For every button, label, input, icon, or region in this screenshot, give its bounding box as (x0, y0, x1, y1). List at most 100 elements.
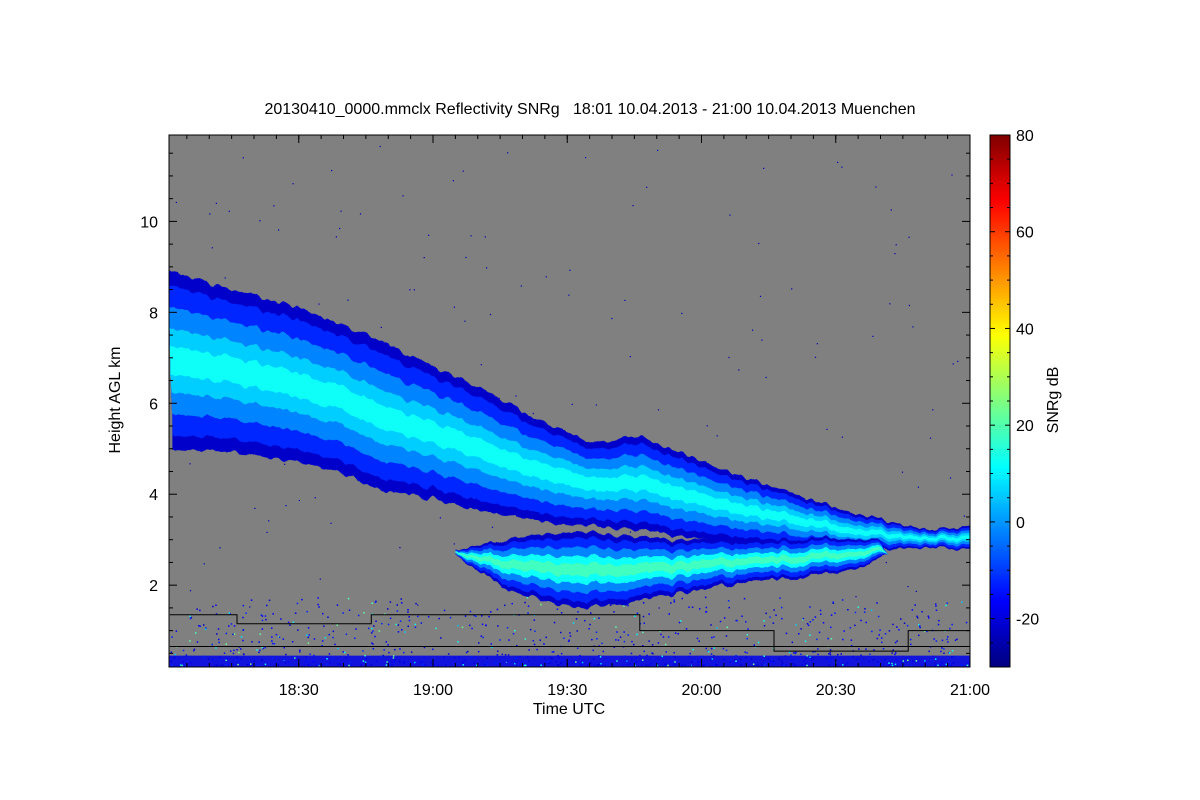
clutter-speck (670, 602, 672, 604)
clutter-speck (422, 663, 424, 666)
clutter-speck (433, 663, 435, 666)
clutter-speck (240, 636, 243, 638)
clutter-speck (928, 617, 930, 619)
clutter-speck (198, 625, 200, 627)
clutter-speck (950, 664, 953, 667)
clutter-speck (924, 660, 926, 662)
sky-speck (568, 294, 570, 296)
clutter-speck (588, 628, 590, 630)
clutter-speck (965, 621, 968, 624)
clutter-speck (242, 629, 245, 631)
clutter-speck (881, 641, 883, 644)
clutter-speck (794, 652, 797, 655)
clutter-speck (540, 603, 542, 606)
clutter-speck (388, 651, 390, 654)
sky-speck (417, 604, 419, 606)
sky-speck (952, 363, 954, 365)
sky-speck (189, 463, 191, 465)
clutter-speck (422, 664, 424, 666)
clutter-speck (710, 658, 712, 661)
clutter-speck (572, 622, 575, 624)
clutter-speck (837, 653, 839, 656)
clutter-speck (735, 619, 737, 622)
clutter-speck (506, 661, 508, 663)
clutter-speck (840, 653, 842, 655)
clutter-speck (324, 637, 327, 639)
clutter-speck (332, 636, 334, 639)
clutter-speck (951, 650, 954, 652)
clutter-speck (278, 636, 281, 638)
clutter-speck (215, 664, 218, 667)
clutter-speck (339, 663, 341, 666)
sky-speck (439, 517, 441, 519)
clutter-speck (262, 647, 264, 650)
clutter-speck (705, 647, 707, 650)
clutter-speck (322, 612, 324, 615)
clutter-speck (334, 643, 336, 646)
clutter-speck (629, 663, 631, 665)
sky-speck (629, 531, 631, 533)
clutter-speck (481, 615, 483, 617)
clutter-speck (727, 600, 730, 602)
clutter-speck (223, 652, 226, 654)
clutter-speck (397, 631, 400, 633)
clutter-speck (688, 606, 690, 608)
clutter-speck (928, 650, 930, 653)
clutter-speck (943, 648, 945, 650)
sky-speck (228, 210, 230, 212)
clutter-speck (258, 641, 260, 643)
clutter-speck (589, 623, 591, 626)
clutter-speck (736, 662, 738, 664)
clutter-speck (497, 663, 500, 665)
clutter-speck (935, 640, 938, 642)
clutter-speck (403, 661, 405, 663)
clutter-speck (521, 661, 523, 663)
clutter-speck (325, 663, 328, 666)
clutter-speck (702, 664, 704, 667)
clutter-speck (773, 609, 775, 611)
clutter-speck (366, 658, 368, 660)
clutter-speck (592, 649, 594, 652)
clutter-speck (215, 613, 218, 615)
clutter-speck (178, 664, 181, 667)
sky-speck (409, 289, 411, 291)
clutter-speck (735, 654, 737, 657)
clutter-speck (888, 664, 891, 666)
clutter-speck (664, 663, 667, 665)
clutter-speck (949, 627, 951, 630)
clutter-speck (215, 604, 217, 606)
clutter-speck (195, 632, 197, 634)
clutter-speck (716, 664, 719, 666)
sky-speck (273, 205, 275, 207)
clutter-speck (681, 664, 683, 667)
clutter-speck (265, 618, 267, 621)
clutter-speck (396, 604, 398, 606)
clutter-speck (887, 664, 889, 666)
clutter-speck (935, 605, 937, 607)
clutter-speck (781, 664, 783, 666)
clutter-speck (820, 613, 822, 615)
clutter-speck (381, 622, 383, 625)
clutter-speck (757, 641, 760, 644)
clutter-speck (560, 652, 563, 655)
clutter-speck (879, 629, 881, 631)
clutter-speck (419, 661, 421, 664)
clutter-speck (389, 601, 392, 603)
clutter-speck (332, 658, 334, 660)
echo-band (169, 328, 970, 543)
clutter-speck (918, 624, 920, 626)
sky-speck (242, 157, 244, 159)
clutter-speck (327, 616, 329, 618)
clutter-speck (347, 597, 350, 600)
near-surface-noise (169, 145, 970, 667)
sky-speck (907, 586, 909, 588)
clutter-speck (514, 629, 516, 632)
clutter-speck (389, 664, 391, 666)
sky-speck (585, 157, 587, 159)
clutter-speck (514, 661, 517, 664)
clutter-speck (896, 640, 898, 642)
clutter-speck (171, 664, 173, 667)
clutter-speck (344, 656, 347, 659)
clutter-speck (829, 651, 831, 654)
clutter-speck (888, 662, 890, 664)
